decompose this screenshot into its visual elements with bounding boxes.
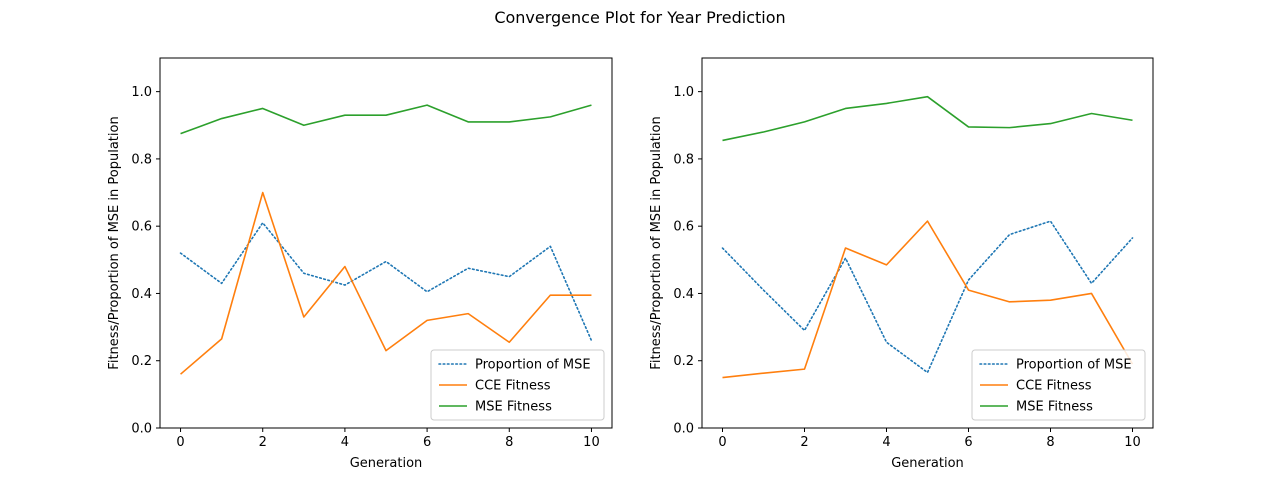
x-tick-label: 2: [259, 435, 267, 450]
series-line-1: [721, 220, 1134, 374]
axes-frame: [701, 57, 1154, 429]
legend-label: MSE Fitness: [475, 400, 552, 415]
legend-label: Proportion of MSE: [1016, 358, 1132, 373]
x-tick-label: 6: [964, 435, 972, 450]
x-tick-label: 4: [882, 435, 890, 450]
legend-box: [971, 349, 1146, 421]
x-tick-label: 0: [176, 435, 184, 450]
y-tick-label: 0.8: [673, 152, 694, 167]
x-tick-label: 0: [718, 435, 726, 450]
y-tick-label: 0.4: [673, 287, 694, 302]
y-tick-label: 0.0: [673, 422, 694, 437]
y-tick-label: 0.0: [131, 422, 152, 437]
x-tick-label: 10: [583, 435, 600, 450]
series-line-2: [722, 220, 1134, 379]
y-tick-label: 0.8: [131, 152, 152, 167]
y-axis-label: Fitness/Proportion of MSE in Population: [107, 116, 122, 369]
x-tick-label: 10: [1124, 435, 1141, 450]
x-tick-label: 8: [505, 435, 513, 450]
x-tick-label: 8: [1046, 435, 1054, 450]
y-tick-label: 0.4: [131, 287, 152, 302]
chart-panel-1: 0 2 4 6 8 10 0.0 0.2 0.4 0.6 0.8 1.0 Generation Fitne…: [107, 57, 613, 471]
y-axis-label: Fitness/Proportion of MSE in Population: [649, 116, 664, 369]
series-line-3: [722, 95, 1133, 142]
y-tick-label: 0.2: [673, 354, 694, 369]
y-tick-label: 0.6: [673, 220, 694, 235]
figure-title: Convergence Plot for Year Prediction: [494, 8, 786, 27]
legend-label: Proportion of MSE: [475, 358, 591, 373]
x-axis-label: Generation: [891, 456, 964, 471]
x-tick-label: 4: [341, 435, 349, 450]
y-tick-label: 0.2: [131, 354, 152, 369]
x-axis-label: Generation: [350, 456, 423, 471]
y-tick-label: 1.0: [131, 85, 152, 100]
x-tick-label: 6: [423, 435, 431, 450]
series-line-2: [180, 191, 592, 375]
x-tick-label: 2: [800, 435, 808, 450]
y-tick-label: 0.6: [131, 220, 152, 235]
series-line-3: [180, 104, 592, 135]
chart-panel-2: 0 2 4 6 8 10 0.0 0.2 0.4 0.6 0.8 1.0 Generation Fitne…: [649, 57, 1154, 471]
axes-frame: [159, 57, 613, 429]
legend-label: CCE Fitness: [1016, 379, 1092, 394]
legend-label: MSE Fitness: [1016, 400, 1093, 415]
legend-label: CCE Fitness: [475, 379, 551, 394]
y-tick-label: 1.0: [673, 85, 694, 100]
legend: Proportion of MSE CCE Fitness MSE Fitness: [430, 349, 605, 421]
legend: Proportion of MSE CCE Fitness MSE Fitness: [971, 349, 1146, 421]
legend-box: [430, 349, 605, 421]
series-line-1: [179, 222, 593, 342]
